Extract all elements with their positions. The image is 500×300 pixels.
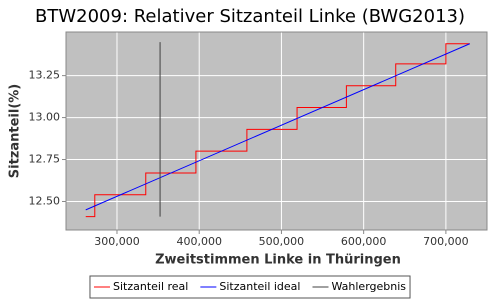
y-tick-label: 13.25 bbox=[29, 69, 61, 82]
plot-area bbox=[66, 32, 487, 230]
y-tick-label: 12.50 bbox=[29, 194, 61, 207]
y-tick-label: 13.00 bbox=[29, 111, 61, 124]
legend: Sitzanteil real Sitzanteil ideal Wahlergeb… bbox=[89, 275, 411, 299]
series-line bbox=[85, 43, 470, 211]
legend-label: Wahlergebnis bbox=[331, 280, 406, 293]
legend-label: Sitzanteil real bbox=[113, 280, 188, 293]
x-tick-label: 500,000 bbox=[259, 235, 305, 248]
chart-title: BTW2009: Relativer Sitzanteil Linke (BWG… bbox=[35, 6, 465, 27]
y-tick-label: 12.75 bbox=[29, 153, 61, 166]
plot-border bbox=[65, 31, 488, 231]
x-tick-label: 300,000 bbox=[94, 235, 140, 248]
x-tick-label: 700,000 bbox=[423, 235, 469, 248]
y-axis-label: Sitzanteil(%) bbox=[8, 84, 23, 178]
x-tick-label: 600,000 bbox=[341, 235, 387, 248]
legend-label: Sitzanteil ideal bbox=[219, 280, 300, 293]
x-axis-label: Zweitstimmen Linke in Thüringen bbox=[155, 253, 401, 268]
x-tick-label: 400,000 bbox=[176, 235, 222, 248]
legend-box bbox=[89, 275, 411, 299]
